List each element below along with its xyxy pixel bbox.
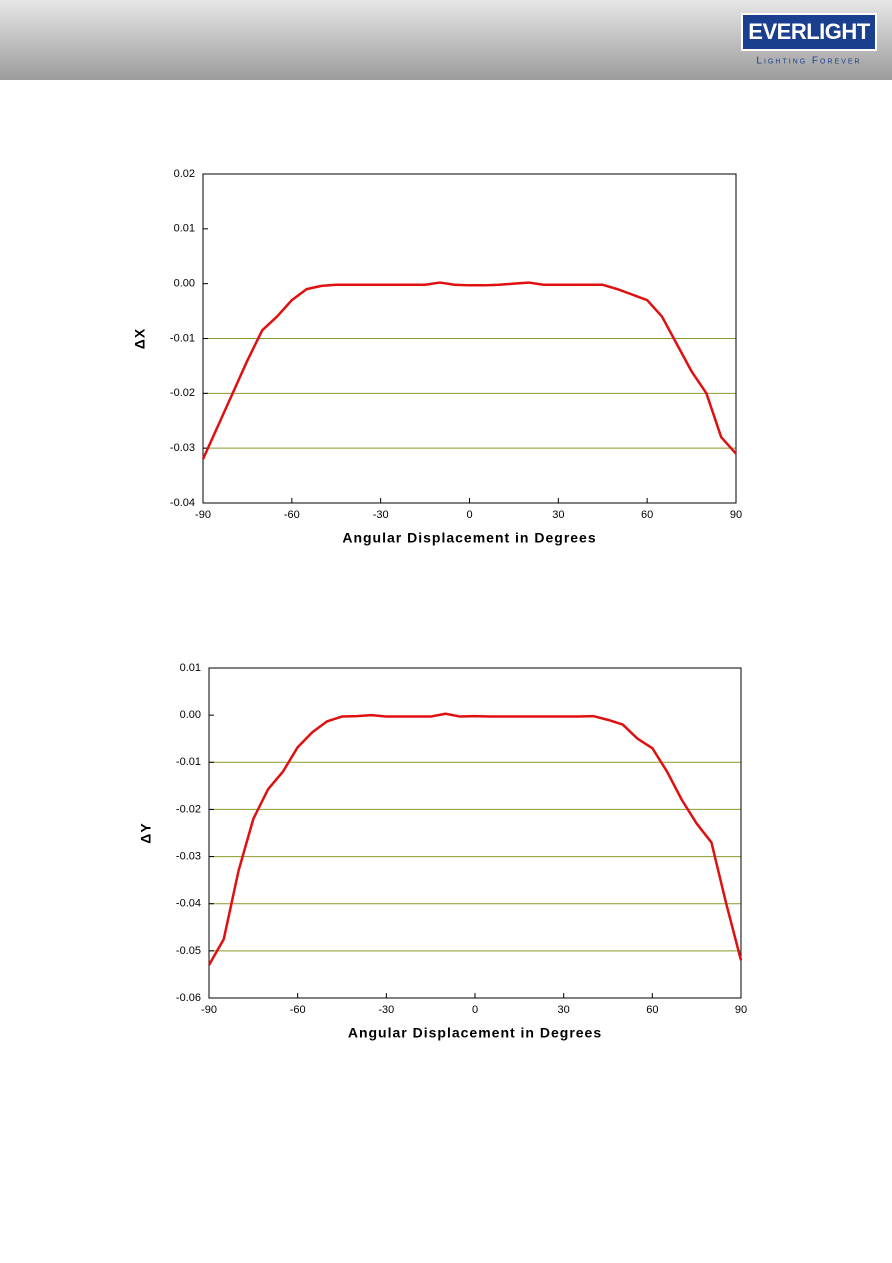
data-line (201, 281, 737, 460)
y-tick-label: -0.05 (176, 945, 201, 957)
y-tick-label: 0.00 (180, 709, 201, 721)
x-tick-label: 90 (735, 1004, 747, 1016)
x-tick-label: 0 (472, 1004, 478, 1016)
y-tick-label: -0.02 (170, 387, 195, 399)
y-tick-label: -0.06 (176, 992, 201, 1004)
logo: EVERLIGHT (748, 19, 870, 44)
plot-frame (208, 667, 742, 999)
y-tick-label: 0.01 (174, 223, 195, 235)
x-tick-label: -60 (290, 1004, 306, 1016)
x-tick-label: 0 (466, 509, 472, 521)
y-axis-title: ΔX (132, 328, 148, 349)
x-tick-label: -30 (378, 1004, 394, 1016)
y-tick-label: -0.02 (176, 803, 201, 815)
y-tick-label: -0.03 (176, 850, 201, 862)
y-tick-label: 0.02 (174, 168, 195, 180)
logo-box (741, 13, 877, 51)
x-tick-label: -90 (201, 1004, 217, 1016)
data-line (207, 712, 743, 966)
x-tick-label: 30 (552, 509, 564, 521)
x-axis-title: Angular Displacement in Degrees (348, 1025, 602, 1041)
y-tick-label: 0.00 (174, 278, 195, 290)
y-tick-label: -0.03 (170, 442, 195, 454)
x-tick-label: -30 (373, 509, 389, 521)
x-tick-label: 60 (641, 509, 653, 521)
y-tick-label: -0.01 (176, 756, 201, 768)
tagline: Lighting Forever (756, 56, 861, 67)
x-tick-label: 30 (558, 1004, 570, 1016)
y-axis-title: ΔY (138, 822, 154, 843)
x-tick-label: -90 (195, 509, 211, 521)
y-tick-label: -0.01 (170, 332, 195, 344)
x-tick-label: 60 (646, 1004, 658, 1016)
x-tick-label: 90 (730, 509, 742, 521)
y-tick-label: 0.01 (180, 662, 201, 674)
y-tick-label: -0.04 (170, 497, 195, 509)
y-tick-label: -0.04 (176, 898, 201, 910)
x-tick-label: -60 (284, 509, 300, 521)
x-axis-title: Angular Displacement in Degrees (342, 530, 596, 546)
